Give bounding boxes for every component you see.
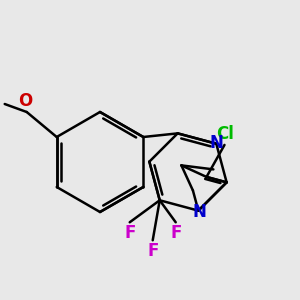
Text: Cl: Cl	[217, 125, 234, 143]
Text: N: N	[209, 134, 223, 152]
Text: F: F	[147, 242, 158, 260]
Text: N: N	[192, 202, 206, 220]
Text: F: F	[170, 224, 182, 242]
Text: F: F	[124, 224, 135, 242]
Text: O: O	[19, 92, 33, 110]
